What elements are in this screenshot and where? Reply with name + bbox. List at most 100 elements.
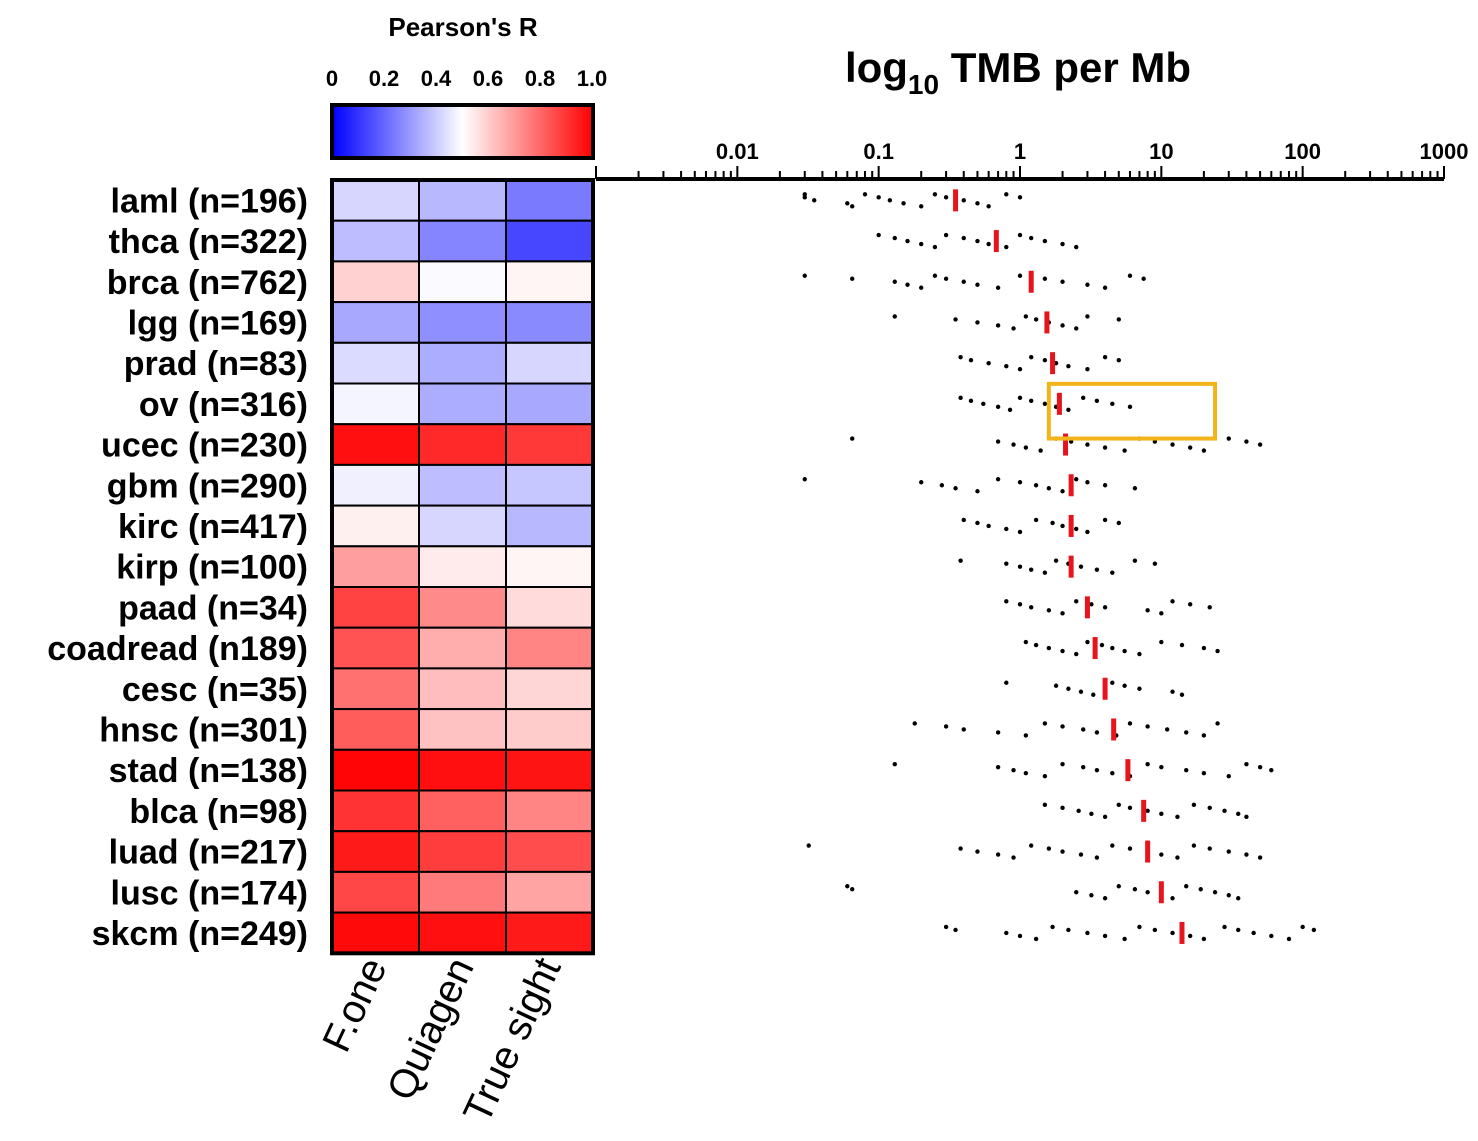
scatter-point (986, 204, 991, 209)
scatter-point (1170, 599, 1175, 604)
scatter-point (1110, 570, 1115, 575)
scatter-point (1017, 273, 1023, 278)
x-tick-label: 1000 (1420, 139, 1469, 164)
heatmap-cell (331, 179, 420, 222)
colorbar-tick-labels: 0 0.2 0.4 0.6 0.8 1.0 (326, 66, 607, 91)
heatmap-border (330, 178, 595, 956)
scatter-point (961, 727, 966, 732)
median-marker (1158, 881, 1164, 904)
scatter-point (1127, 846, 1133, 851)
scatter-point (1066, 927, 1071, 933)
scatter-point (1141, 276, 1146, 281)
heatmap-cell (331, 423, 420, 466)
x-tick-label: 0.1 (863, 139, 894, 164)
colorbar-tick-label: 0.2 (369, 66, 400, 91)
colorbar-tick-label: 0 (326, 66, 338, 91)
scatter-point (1110, 645, 1115, 651)
row-label: kirp (n=100) (116, 549, 308, 587)
scatter-point (1122, 936, 1127, 942)
scatter-point (1017, 933, 1023, 939)
scatter-point (1074, 599, 1079, 604)
scatter-point (1170, 930, 1175, 936)
scatter-point (845, 201, 850, 206)
heatmap-cell (418, 504, 507, 548)
scatter-point (1110, 770, 1115, 776)
heatmap-cell (331, 260, 420, 304)
scatter-point (1102, 605, 1108, 610)
scatter-point (1085, 480, 1090, 485)
heatmap-cell (505, 423, 594, 466)
heatmap-cell (418, 382, 507, 426)
scatter-point (995, 439, 1001, 444)
scatter-point (943, 724, 949, 729)
scatter-point (995, 730, 1001, 735)
colorbar-tick-label: 0.4 (421, 66, 452, 91)
heatmap-cell (418, 586, 507, 629)
scatter-point (986, 360, 991, 366)
scatter-point (919, 480, 924, 485)
row-labels: laml (n=196)thca (n=322)brca (n=762)lgg … (47, 182, 308, 953)
scatter-point (1244, 761, 1249, 767)
median-marker (1092, 637, 1098, 660)
scatter-point (1170, 896, 1175, 901)
scatter-point (958, 354, 963, 360)
scatter-point (919, 204, 924, 209)
scatter-point (943, 232, 949, 238)
scatter-point (1085, 282, 1090, 287)
scatter-point (1187, 445, 1193, 450)
heatmap-cell (418, 341, 507, 385)
heatmap-cell (331, 545, 420, 588)
scatter-point (995, 285, 1001, 290)
scatter-point (1089, 893, 1094, 898)
scatter-point (975, 489, 980, 494)
scatter-point (975, 320, 980, 325)
scatter-point (1094, 855, 1100, 860)
scatter-point (1215, 648, 1220, 654)
scatter-point (981, 401, 986, 407)
scatter-point (1042, 401, 1048, 407)
scatter-point (1004, 363, 1009, 369)
scatter-point (1060, 805, 1065, 811)
scatter-point (943, 276, 949, 281)
scatter-point (1004, 244, 1009, 250)
median-marker (1141, 799, 1147, 822)
scatter-point (939, 483, 945, 488)
scatter-point (1257, 442, 1263, 447)
scatter-point (1094, 567, 1100, 572)
scatter-point (1085, 442, 1090, 447)
scatter-point (1207, 605, 1212, 610)
scatter-point (1175, 814, 1180, 820)
scatter-point (1102, 517, 1108, 523)
scatter-point (1017, 529, 1023, 535)
scatter-point (1132, 558, 1138, 563)
scatter-point (892, 314, 897, 319)
scatter-point (975, 238, 980, 244)
scatter-point (1046, 608, 1052, 613)
median-marker (1044, 311, 1050, 334)
row-label: luad (n=217) (109, 834, 308, 872)
scatter-point (932, 192, 938, 197)
scatter-point (1042, 238, 1048, 244)
scatter-point (1207, 846, 1212, 851)
scatter-point (1102, 814, 1108, 820)
scatter-point (1080, 395, 1086, 401)
scatter-point (1102, 896, 1108, 901)
scatter-point (1215, 721, 1220, 726)
scatter-point (1257, 855, 1263, 860)
scatter-point (862, 192, 868, 197)
scatter-point (1236, 896, 1241, 901)
scatter-point (1122, 648, 1127, 654)
scatter-point (1028, 398, 1034, 404)
scatter-point (953, 486, 958, 491)
scatter-point (1060, 323, 1065, 328)
scatter-point (1011, 855, 1016, 860)
heatmap-cell (418, 219, 507, 263)
scatter-point (1132, 887, 1138, 892)
scatter-point (975, 520, 980, 526)
scatter-point (845, 884, 850, 889)
scatter-point (1137, 686, 1142, 691)
scatter-point (1116, 357, 1121, 363)
scatter-point (1074, 477, 1079, 482)
scatter-point (1060, 489, 1065, 494)
scatter-point (1074, 526, 1079, 532)
